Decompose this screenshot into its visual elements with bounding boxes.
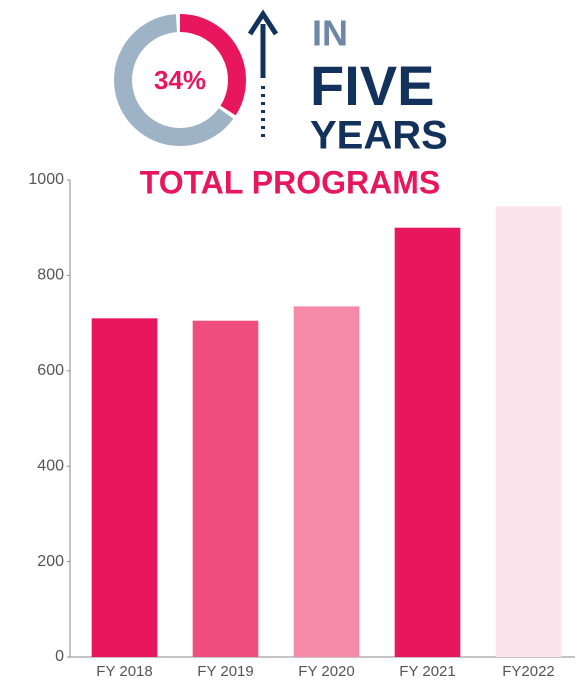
donut-arc (179, 14, 246, 116)
arrow (247, 9, 279, 142)
y-tick-label: 400 (37, 457, 64, 474)
x-tick-label: FY 2020 (298, 663, 354, 680)
callout-line: YEARS (310, 114, 448, 158)
x-tick-label: FY 2019 (197, 663, 253, 680)
y-tick-label: 1000 (28, 171, 64, 188)
x-tick-label: FY 2021 (399, 663, 455, 680)
y-tick-label: 600 (37, 362, 64, 379)
bar (91, 318, 158, 657)
y-tick-label: 800 (37, 267, 64, 284)
percent-label: 34% (154, 65, 206, 95)
donut-rest (114, 14, 234, 146)
bar (495, 206, 562, 658)
bar (192, 320, 259, 657)
chart-title: TOTAL PROGRAMS (140, 164, 440, 200)
y-tick-label: 200 (37, 553, 64, 570)
callout-line: IN (312, 13, 348, 54)
bar (394, 227, 461, 657)
x-tick-label: FY 2018 (96, 663, 152, 680)
x-tick-label: FY2022 (502, 663, 555, 680)
callout-line: FIVE (310, 54, 434, 117)
y-tick-label: 0 (55, 648, 64, 665)
bar (293, 306, 360, 657)
